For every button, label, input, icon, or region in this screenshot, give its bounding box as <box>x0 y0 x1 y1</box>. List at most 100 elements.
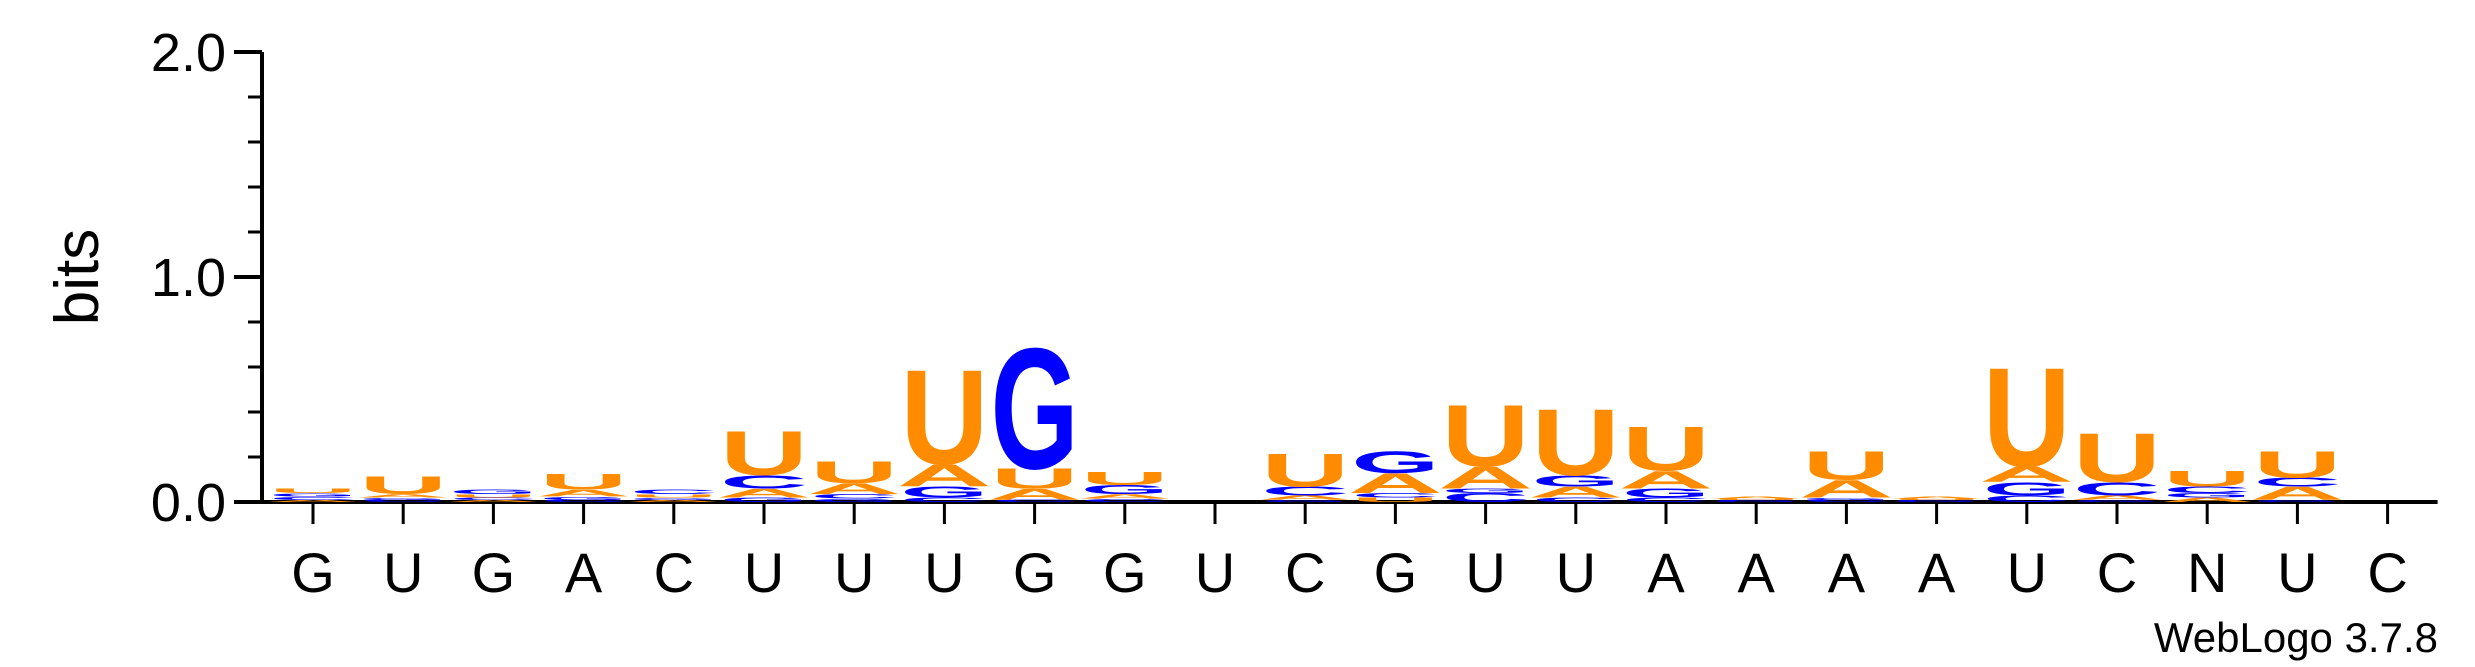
logo-letter-a: A <box>987 486 1082 504</box>
logo-letter-g: G <box>359 497 447 500</box>
position-label: A <box>1738 541 1776 604</box>
y-tick-label: 1.0 <box>151 248 226 308</box>
logo-letter-a: A <box>2069 494 2164 501</box>
logo-letter-a: A <box>897 458 992 493</box>
position-label: A <box>1828 541 1866 604</box>
logo-letter-c: C <box>1712 499 1800 501</box>
logo-letter-u: U <box>2163 466 2251 491</box>
logo-letter-u: U <box>1622 413 1710 484</box>
logo-letter-c: C <box>269 496 357 501</box>
position-label: U <box>2277 541 2317 604</box>
logo-letter-c: C <box>1442 491 1530 505</box>
logo-letter-u: U <box>2073 419 2161 496</box>
position-label: C <box>2367 541 2407 604</box>
logo-letter-g: G <box>449 488 537 495</box>
logo-letter-u: U <box>991 463 1079 495</box>
y-axis-ticks: 0.0 1.0 2.0 <box>151 23 262 533</box>
logo-letter-a: A <box>1438 460 1533 495</box>
logo-letter-a: A <box>2160 496 2255 503</box>
logo-letter-a: A <box>1709 496 1804 500</box>
logo-letter-a: A <box>1348 468 1443 499</box>
logo-letter-c: C <box>1261 484 1349 498</box>
logo-letter-g: G <box>1983 479 2071 500</box>
logo-letter-c: C <box>1893 499 1981 501</box>
logo-letter-g: G <box>269 492 357 497</box>
position-label: U <box>834 541 874 604</box>
position-label: N <box>2187 541 2227 604</box>
y-tick-label: 2.0 <box>151 23 226 83</box>
logo-letter-u: U <box>630 493 718 498</box>
logo-letter-u: U <box>1983 339 2071 496</box>
logo-letter-c: C <box>1983 494 2071 504</box>
logo-letter-a: A <box>626 499 721 503</box>
logo-letter-u: U <box>900 343 988 493</box>
logo-letter-c: C <box>1532 496 1620 503</box>
logo-letter-g: G <box>630 497 718 500</box>
logo-letter-u: U <box>1802 443 1890 488</box>
position-label: A <box>1647 541 1685 604</box>
y-tick-label: 0.0 <box>151 473 226 533</box>
logo-letter-a: A <box>716 486 811 500</box>
logo-letter-c: C <box>1351 492 1439 499</box>
logo-letter-c: C <box>540 499 628 502</box>
position-label: G <box>1374 541 1418 604</box>
logo-letter-c: C <box>810 493 898 500</box>
position-label: U <box>744 541 784 604</box>
position-label: A <box>1918 541 1956 604</box>
logo-letter-a: A <box>356 493 451 498</box>
logo-letter-u: U <box>1351 496 1439 503</box>
logo-letter-g: G <box>1893 501 1981 503</box>
position-label: U <box>383 541 423 604</box>
position-label: U <box>1195 541 1235 604</box>
logo-letter-c: C <box>359 499 447 502</box>
logo-letter-g: G <box>810 498 898 503</box>
position-label: U <box>2007 541 2047 604</box>
position-label: G <box>472 541 516 604</box>
logo-letter-u: U <box>359 471 447 499</box>
logo-letter-c: C <box>720 472 808 493</box>
logo-letter-c: C <box>900 496 988 503</box>
position-label: U <box>1465 541 1505 604</box>
logo-letter-u: U <box>1712 498 1800 500</box>
logo-letter-a: A <box>1258 494 1353 501</box>
logo-letter-u: U <box>2253 443 2341 485</box>
logo-letter-c: C <box>2073 478 2161 499</box>
logo-letter-c: C <box>991 499 1079 502</box>
logo-letter-g: G <box>1351 444 1439 479</box>
logo-letter-a: A <box>446 499 541 503</box>
logo-letter-g: G <box>1081 483 1169 497</box>
position-label: C <box>654 541 694 604</box>
logo-letter-a: A <box>1077 493 1172 500</box>
weblogo-credit: WebLogo 3.7.8 <box>2154 614 2438 661</box>
y-axis-label: bits <box>43 229 112 325</box>
logo-letter-c: C <box>449 497 537 500</box>
logo-letter-a: A <box>1889 496 1984 500</box>
logo-letter-g: G <box>2253 499 2341 502</box>
logo-letter-g: G <box>1712 501 1800 503</box>
position-label: U <box>924 541 964 604</box>
logo-letter-c: C <box>630 489 718 496</box>
logo-letter-u: U <box>810 454 898 489</box>
position-label: G <box>1103 541 1147 604</box>
position-label: C <box>1285 541 1325 604</box>
logo-letter-g: G <box>2163 492 2251 499</box>
position-label: A <box>565 541 603 604</box>
logo-letter-u: U <box>449 493 537 498</box>
logo-letter-u: U <box>720 418 808 489</box>
logo-letter-g: G <box>1261 499 1349 502</box>
logo-letter-g: G <box>2073 499 2161 502</box>
logo-letter-g: G <box>1622 486 1710 500</box>
logo-letter-a: A <box>1528 483 1623 501</box>
logo-letter-g: G <box>1442 487 1530 494</box>
position-label: C <box>2097 541 2137 604</box>
logo-letter-g: G <box>900 483 988 501</box>
logo-letter-a: A <box>2250 483 2345 504</box>
position-label: G <box>291 541 335 604</box>
logo-letter-g: G <box>1532 472 1620 490</box>
logo-letter-g: G <box>540 496 628 501</box>
logo-letter-c: C <box>1081 498 1169 503</box>
logo-letter-c: C <box>2253 475 2341 489</box>
logo-letter-c: C <box>1802 499 1890 502</box>
